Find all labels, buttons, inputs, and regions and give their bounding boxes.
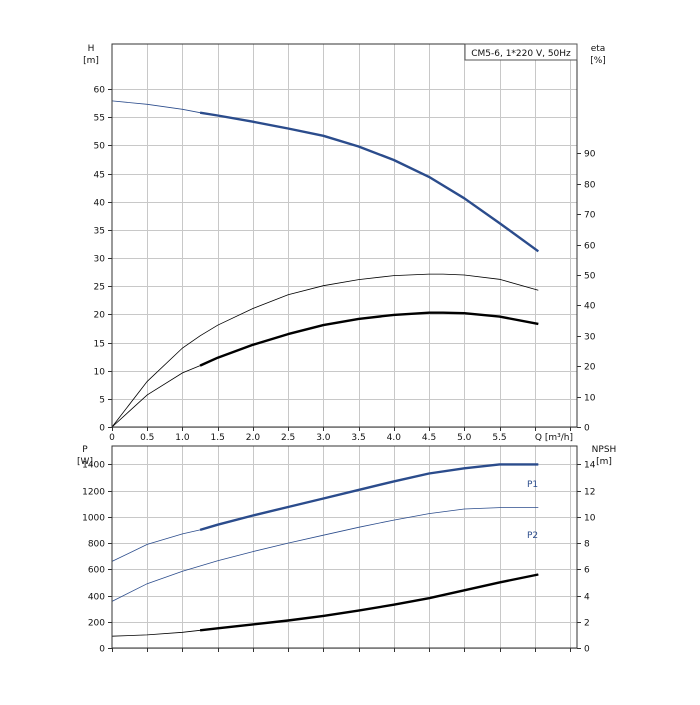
- bottom-right-tick-label: 6: [584, 566, 590, 576]
- top-right-tick-label: 0: [584, 424, 590, 434]
- top-series-2-line: [111, 312, 539, 428]
- series-label-p2: P2: [527, 531, 538, 541]
- top-left-tick-label: 20: [94, 311, 106, 321]
- bottom-left-tick-label: 200: [88, 619, 105, 629]
- bottom-left-tick-label: 400: [88, 593, 105, 603]
- bottom-left-axis-unit: [W]: [77, 457, 93, 467]
- bottom-left-tick-label: 600: [88, 566, 105, 576]
- bottom-right-tick-label: 12: [584, 488, 595, 498]
- top-series-0-line: [111, 100, 539, 252]
- top-left-tick-label: 0: [99, 424, 105, 434]
- curves: [111, 100, 540, 637]
- top-left-tick-label: 5: [99, 396, 105, 406]
- top-right-tick-label: 30: [584, 333, 596, 343]
- bottom-left-tick-label: 800: [88, 540, 105, 550]
- top-left-axis-unit: [m]: [83, 56, 99, 66]
- bottom-right-axis-unit: [m]: [596, 457, 612, 467]
- top-right-tick-label: 20: [584, 363, 596, 373]
- x-tick-label: 3.0: [316, 433, 331, 443]
- bottom-series-0-operating-range: [199, 463, 539, 532]
- x-tick-label: 3.5: [351, 433, 365, 443]
- x-tick-label: 5.5: [492, 433, 506, 443]
- top-left-tick-label: 10: [94, 368, 106, 378]
- x-axis-title: Q [m³/h]: [535, 433, 573, 443]
- bottom-left-tick-label: 1400: [82, 461, 105, 471]
- bottom-right-tick-label: 8: [584, 540, 590, 550]
- top-left-tick-label: 60: [94, 86, 106, 96]
- x-tick-label: 1.0: [175, 433, 190, 443]
- x-tick-label: 5.0: [457, 433, 472, 443]
- bottom-left-axis-title: P: [82, 445, 88, 455]
- top-series-0-operating-range: [199, 111, 540, 253]
- top-left-axis-title: H: [88, 44, 95, 54]
- top-series-2-operating-range: [199, 311, 539, 367]
- x-tick-label: 0: [109, 433, 115, 443]
- bottom-panel-grid: [112, 446, 577, 649]
- top-right-tick-label: 40: [584, 302, 596, 312]
- legend-text: CM5-6, 1*220 V, 50Hz: [471, 49, 571, 59]
- top-panel-grid: [112, 44, 577, 428]
- x-tick-label: 4.5: [422, 433, 436, 443]
- bottom-series-1-line: [111, 507, 539, 602]
- bottom-left-tick-label: 0: [99, 645, 105, 655]
- bottom-right-tick-label: 10: [584, 514, 596, 524]
- top-right-axis-title: eta: [591, 44, 606, 54]
- x-tick-label: 0.5: [140, 433, 154, 443]
- top-right-tick-label: 70: [584, 211, 596, 221]
- top-left-tick-label: 30: [94, 255, 106, 265]
- chart-legend: CM5-6, 1*220 V, 50Hz: [464, 43, 578, 61]
- top-left-tick-label: 25: [94, 283, 105, 293]
- top-right-tick-label: 50: [584, 272, 596, 282]
- bottom-right-tick-label: 0: [584, 645, 590, 655]
- top-right-tick-label: 60: [584, 242, 596, 252]
- x-tick-label: 1.5: [211, 433, 225, 443]
- series-label-p1: P1: [527, 480, 538, 490]
- bottom-right-axis-title: NPSH: [592, 445, 617, 455]
- x-tick-label: 4.0: [387, 433, 402, 443]
- top-left-tick-label: 15: [94, 340, 105, 350]
- top-left-tick-label: 35: [94, 227, 105, 237]
- bottom-series-2-line: [111, 574, 539, 637]
- bottom-right-tick-label: 2: [584, 619, 590, 629]
- bottom-left-tick-label: 1000: [82, 514, 105, 524]
- top-left-tick-label: 55: [94, 114, 105, 124]
- top-panel-frame: [111, 43, 578, 428]
- x-tick-label: 2.0: [246, 433, 261, 443]
- bottom-panel-frame: [111, 445, 578, 649]
- bottom-right-tick-label: 4: [584, 593, 590, 603]
- top-series-1-line: [111, 273, 539, 428]
- top-left-tick-label: 40: [94, 199, 106, 209]
- bottom-series-2-operating-range: [199, 573, 539, 632]
- bottom-left-tick-label: 1200: [82, 488, 105, 498]
- top-right-tick-label: 10: [584, 394, 596, 404]
- bottom-series-0-line: [111, 464, 539, 562]
- top-left-tick-label: 50: [94, 142, 106, 152]
- legend-box: [464, 43, 578, 61]
- x-tick-label: 2.5: [281, 433, 295, 443]
- bottom-right-tick-label: 14: [584, 461, 596, 471]
- top-right-tick-label: 80: [584, 181, 596, 191]
- top-right-axis-unit: [%]: [590, 56, 606, 66]
- axis-ticks: 0510152025303540455055600102030405060708…: [82, 86, 596, 655]
- top-right-tick-label: 90: [584, 150, 596, 160]
- top-left-tick-label: 45: [94, 171, 105, 181]
